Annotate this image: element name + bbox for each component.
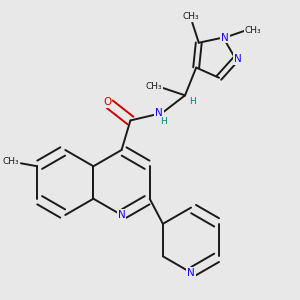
Text: H: H (189, 98, 196, 106)
Text: O: O (103, 97, 112, 107)
Text: N: N (234, 54, 242, 64)
Text: N: N (155, 108, 163, 118)
Text: CH₃: CH₃ (182, 12, 199, 21)
Text: N: N (118, 210, 125, 220)
Text: N: N (187, 268, 195, 278)
Text: CH₃: CH₃ (146, 82, 162, 91)
Text: CH₃: CH₃ (2, 157, 19, 166)
Text: CH₃: CH₃ (244, 26, 261, 35)
Text: H: H (160, 117, 167, 126)
Text: N: N (221, 32, 229, 43)
